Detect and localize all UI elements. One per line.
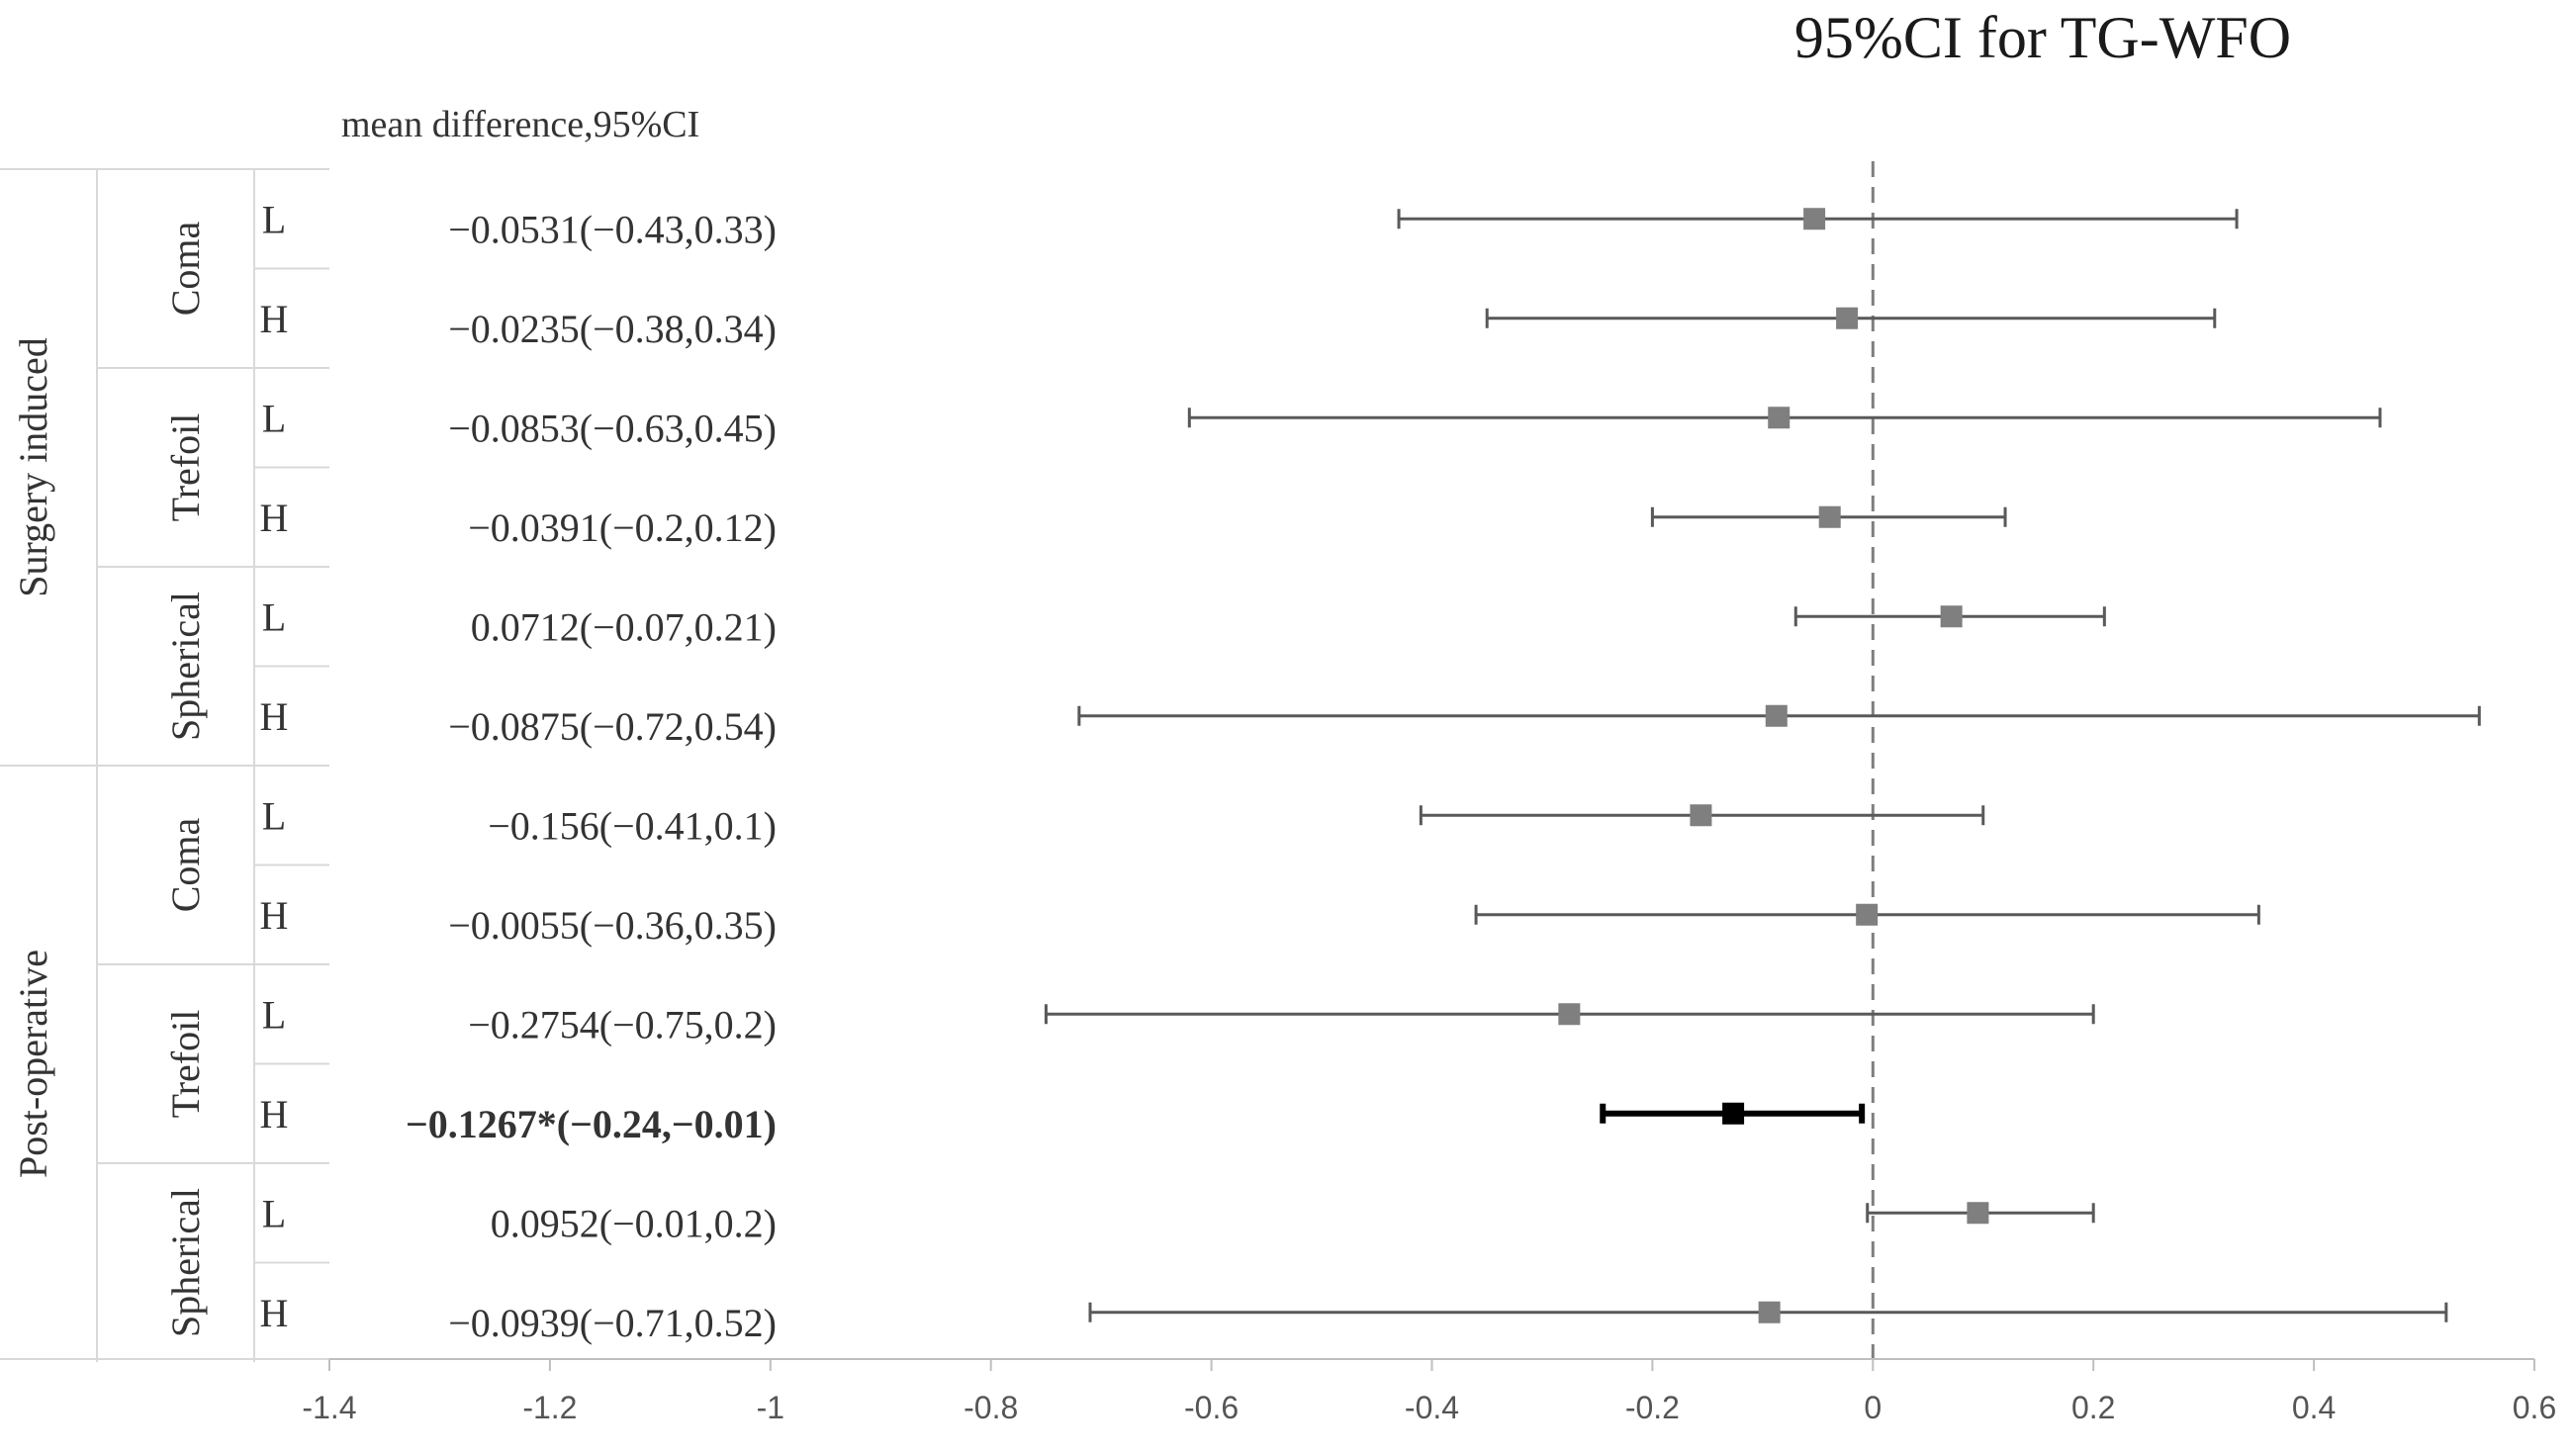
level-label: H [260,893,289,938]
level-label: L [262,197,286,241]
x-tick-label: -0.4 [1405,1390,1459,1425]
estimate-marker [1558,1003,1581,1026]
estimate-label: −0.0531(−0.43,0.33) [448,207,777,251]
level-label: H [260,694,289,739]
subgroup-label: Spherical [163,1188,208,1337]
level-label: L [262,594,286,639]
x-tick-label: 0.4 [2292,1390,2336,1425]
subgroup-label: Trefoil [163,413,208,522]
estimate-label: 0.0712(−0.07,0.21) [471,604,777,649]
group-label: Surgery induced [11,337,55,597]
estimate-label: −0.0391(−0.2,0.12) [468,505,777,550]
estimate-marker [1940,605,1963,628]
estimate-marker [1768,407,1791,429]
estimate-marker [1836,307,1859,329]
x-tick-label: 0.2 [2071,1390,2115,1425]
level-label: H [260,496,289,540]
x-tick-label: -0.8 [964,1390,1018,1425]
estimate-label: −0.0235(−0.38,0.34) [448,307,777,351]
estimate-marker [1690,804,1712,827]
level-label: H [260,1291,289,1335]
chart-title: 95%CI for TG-WFO [1794,5,2291,70]
row-label-column: L −0.0531(−0.43,0.33) H −0.0235(−0.38,0.34)… [0,168,777,1362]
estimate-label: 0.0952(−0.01,0.2) [491,1201,777,1245]
level-label: H [260,1092,289,1137]
estimate-marker [1803,208,1826,230]
x-tick-label: -0.2 [1625,1390,1680,1425]
group-label: Post-operative [11,950,55,1178]
estimate-marker [1856,903,1879,926]
level-label: L [262,396,286,440]
subgroup-label: Coma [163,817,208,912]
level-label: L [262,992,286,1037]
subgroup-label: Trefoil [163,1010,208,1119]
x-tick-label: 0 [1864,1390,1882,1425]
x-axis: -1.4 -1.2 -1 -0.8 -0.6 -0.4 -0.2 0 0.2 0.4 0.6 [302,1358,2556,1425]
estimate-marker [1967,1202,1989,1225]
estimate-label: −0.0853(−0.63,0.45) [448,406,777,450]
estimate-marker [1758,1301,1781,1323]
x-tick-label: -1.2 [522,1390,577,1425]
level-label: L [262,1191,286,1235]
estimate-label: −0.156(−0.41,0.1) [488,803,777,848]
column-header: mean difference,95%CI [341,104,699,145]
estimate-label: −0.0939(−0.71,0.52) [448,1301,777,1345]
level-label: L [262,793,286,838]
x-tick-label: -1.4 [302,1390,356,1425]
estimate-marker [1818,505,1841,528]
estimate-label: −0.0875(−0.72,0.54) [448,704,777,749]
estimate-label: −0.2754(−0.75,0.2) [468,1002,777,1046]
estimate-label: −0.0055(−0.36,0.35) [448,903,777,948]
x-tick-label: -0.6 [1184,1390,1239,1425]
estimate-marker [1765,704,1788,727]
x-tick-label: 0.6 [2513,1390,2556,1425]
x-tick-label: -1 [757,1390,784,1425]
level-label: H [260,297,289,341]
subgroup-label: Coma [163,221,208,316]
estimate-label-significant: −0.1267*(−0.24,−0.01) [406,1102,777,1146]
estimate-marker [1722,1102,1745,1125]
plot-area [1044,161,2481,1359]
subgroup-label: Spherical [163,592,208,741]
